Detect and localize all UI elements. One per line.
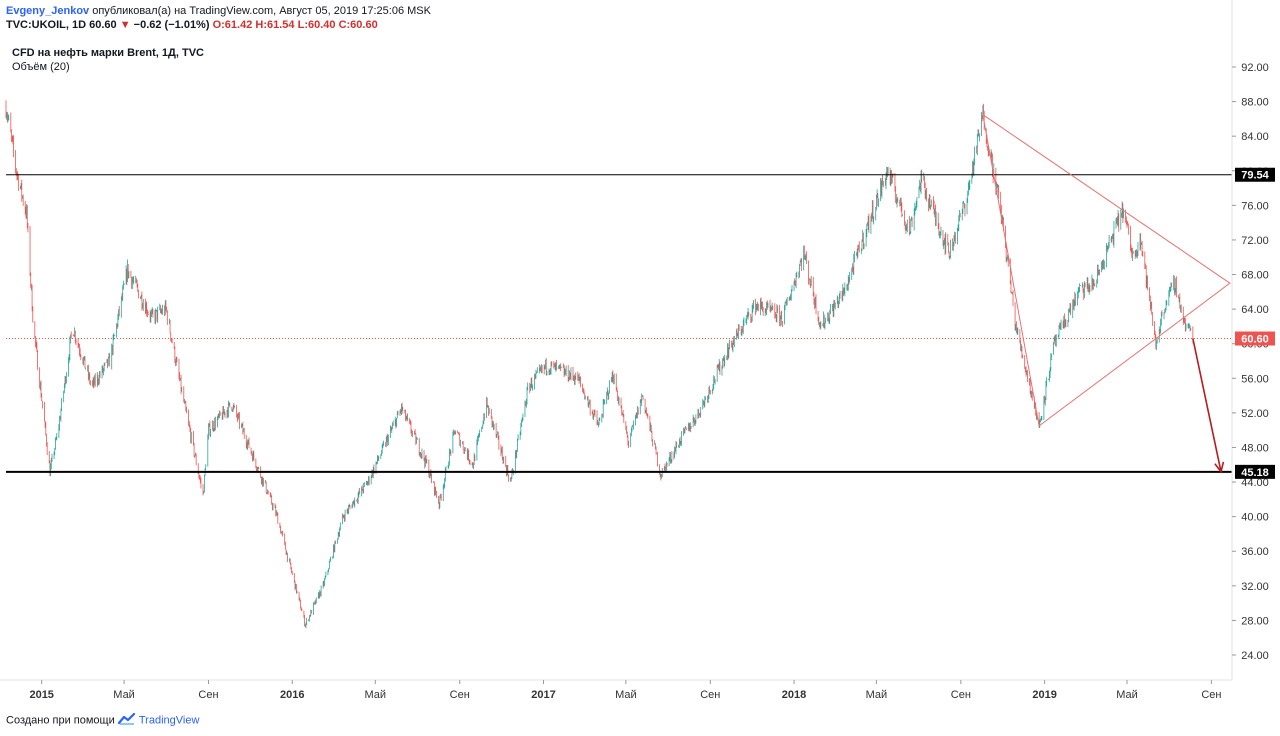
time-tick-label: Сен — [198, 689, 218, 701]
published-text: опубликовал(а) на TradingView.com, Авгус… — [92, 5, 431, 17]
publication-header: Evgeny_Jenkov опубликовал(а) на TradingV… — [6, 4, 431, 32]
author-link[interactable]: Evgeny_Jenkov — [6, 5, 90, 17]
price-tick-label: 24.00 — [1241, 650, 1269, 662]
time-tick-label: Сен — [951, 689, 971, 701]
price-tick-label: 72.00 — [1241, 235, 1269, 247]
price-tick-label: 56.00 — [1241, 373, 1269, 385]
tradingview-logo-icon — [117, 712, 136, 728]
series-title[interactable]: CFD на нефть марки Brent, 1Д, TVC — [12, 47, 204, 59]
symbol-label: TVC:UKOIL, 1D — [6, 19, 87, 31]
chart-legend: CFD на нефть марки Brent, 1Д, TVC Объём … — [12, 46, 204, 74]
price-badge — [1235, 464, 1275, 479]
time-tick-label: Май — [866, 689, 888, 701]
forecast-arrow[interactable] — [1192, 338, 1222, 472]
price-tick-label: 84.00 — [1241, 131, 1269, 143]
price-badge-label: 45.18 — [1241, 467, 1269, 479]
down-triangle-icon: ▼ — [119, 19, 131, 31]
time-axis[interactable]: 2015 Май Сен 2016 Май Сен 2017 Май Сен 2018 Май Сен… — [0, 679, 1232, 701]
price-tick-label: 48.00 — [1241, 442, 1269, 454]
tradingview-brand[interactable]: TradingView — [138, 714, 200, 727]
time-tick-label: 2019 — [1032, 689, 1056, 701]
time-tick-label: 2018 — [782, 689, 806, 701]
price-tick-label: 68.00 — [1241, 270, 1269, 282]
price-badge-label: 79.54 — [1241, 170, 1269, 182]
high-value: H:61.54 — [255, 19, 295, 31]
time-tick-label: 2015 — [29, 689, 53, 701]
price-badge — [1235, 331, 1275, 346]
price-change: −0.62 (−1.01%) — [133, 19, 210, 31]
price-badge-label: 60.60 — [1241, 334, 1269, 346]
time-tick-label: Сен — [450, 689, 470, 701]
candlestick-series — [5, 100, 1194, 629]
price-tick-label: 64.00 — [1241, 304, 1269, 316]
time-tick-label: Май — [365, 689, 387, 701]
price-tick-label: 88.00 — [1241, 97, 1269, 109]
price-tick-label: 76.00 — [1241, 200, 1269, 212]
time-tick-label: Май — [615, 689, 637, 701]
price-tick-label: 52.00 — [1241, 408, 1269, 420]
time-tick-label: Сен — [700, 689, 720, 701]
time-tick-label: Май — [113, 689, 135, 701]
volume-indicator[interactable]: Объём (20) — [12, 61, 70, 73]
time-tick-label: 2016 — [280, 689, 304, 701]
time-tick-label: 2017 — [531, 689, 555, 701]
close-value: C:60.60 — [338, 19, 378, 31]
horizontal-levels[interactable] — [6, 174, 1232, 473]
price-tick-label: 32.00 — [1241, 581, 1269, 593]
last-price: 60.60 — [89, 19, 117, 31]
created-with-text: Создано при помощи — [6, 714, 115, 727]
price-tick-label: 44.00 — [1241, 477, 1269, 489]
price-tick-label: 36.00 — [1241, 546, 1269, 558]
price-tick-label: 28.00 — [1241, 615, 1269, 627]
time-tick-label: Сен — [1201, 689, 1221, 701]
footer-credit: Создано при помощи TradingView — [6, 712, 200, 728]
drawings[interactable] — [982, 113, 1231, 474]
open-value: O:61.42 — [212, 19, 253, 31]
price-badges: 79.54 45.18 60.60 — [1235, 167, 1275, 479]
price-badge — [1235, 167, 1275, 182]
price-tick-label: 40.00 — [1241, 512, 1269, 524]
time-tick-label: Май — [1116, 689, 1138, 701]
forecast-arrow-head — [1214, 461, 1225, 474]
price-tick-label: 92.00 — [1241, 62, 1269, 74]
low-value: L:60.40 — [297, 19, 336, 31]
triangle-pattern[interactable] — [982, 113, 1231, 427]
